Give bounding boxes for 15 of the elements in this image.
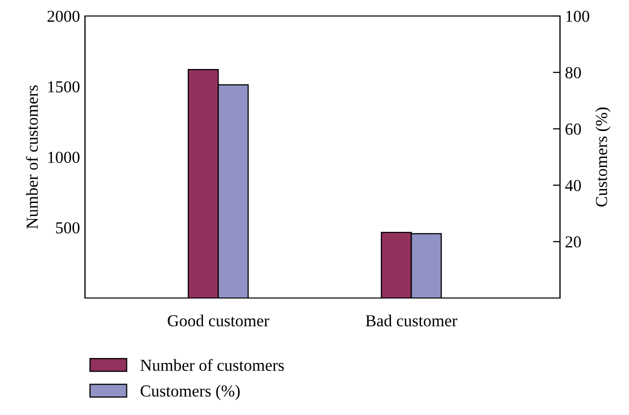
y2-tick-label: 60 bbox=[566, 124, 581, 135]
legend-label: Customers (%) bbox=[140, 384, 240, 400]
y-tick-label: 2000 bbox=[48, 10, 80, 22]
y2-tick-label: 20 bbox=[566, 236, 581, 248]
y2-axis-title: Customers (%) bbox=[595, 108, 611, 207]
x-tick-label: Bad customer bbox=[366, 314, 458, 326]
legend-label: Number of customers bbox=[140, 359, 284, 371]
y-tick-label: 500 bbox=[56, 222, 80, 234]
y2-tick-label: 40 bbox=[565, 180, 581, 192]
y-tick-label: 1000 bbox=[48, 152, 80, 163]
x-tick-label: Good customer bbox=[168, 314, 270, 326]
y2-tick-label: 100 bbox=[566, 10, 590, 22]
y-axis-title: Number of customers bbox=[26, 85, 38, 229]
y2-tick-label: 80 bbox=[565, 67, 581, 78]
y-tick-label: 1500 bbox=[48, 81, 80, 92]
